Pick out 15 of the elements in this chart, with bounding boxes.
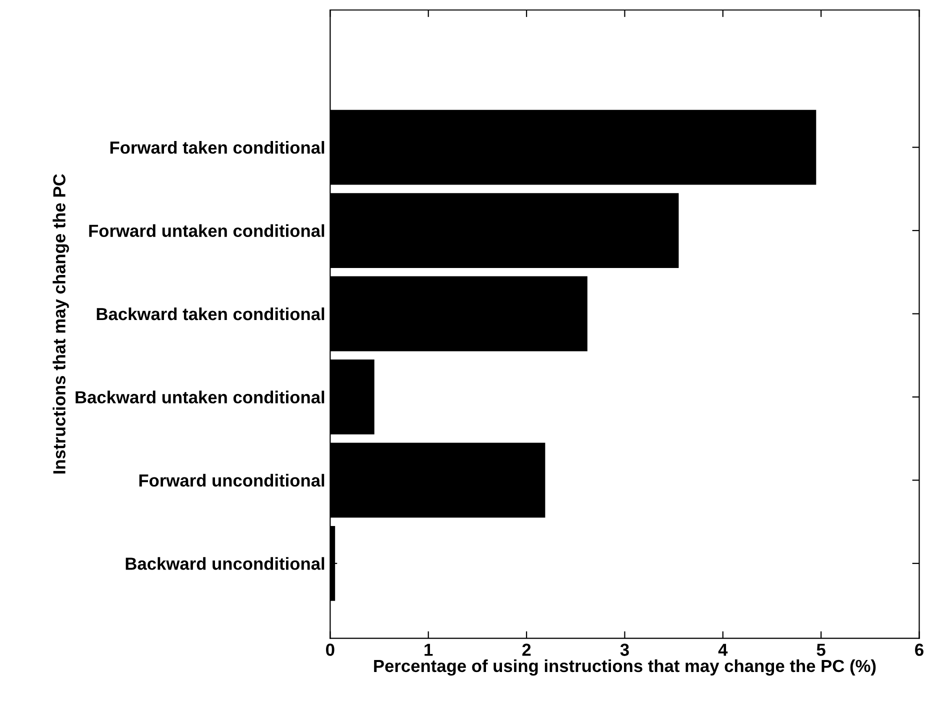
x-tick-label: 0 — [326, 644, 334, 656]
y-tick-label: Backward taken conditional — [96, 307, 324, 320]
x-tick-label: 1 — [424, 644, 433, 656]
y-tick-label: Backward unconditional — [126, 557, 324, 570]
x-tick-label: 3 — [620, 644, 629, 656]
y-axis-title: Instructions that may change the PC — [52, 174, 69, 474]
y-tick-label: Forward unconditional — [139, 474, 324, 487]
y-tick-label: Backward untaken conditional — [76, 390, 324, 404]
x-tick-label: 6 — [915, 644, 924, 656]
x-tick-label: 2 — [522, 644, 531, 656]
y-tick-label: Forward taken conditional — [110, 141, 324, 154]
x-tick-label: 5 — [816, 644, 826, 656]
y-tick-label: Forward untaken conditional — [89, 224, 324, 237]
x-axis-title: Percentage of using instructions that may change the PC (%) — [374, 659, 876, 676]
x-tick-label: 4 — [718, 644, 728, 656]
